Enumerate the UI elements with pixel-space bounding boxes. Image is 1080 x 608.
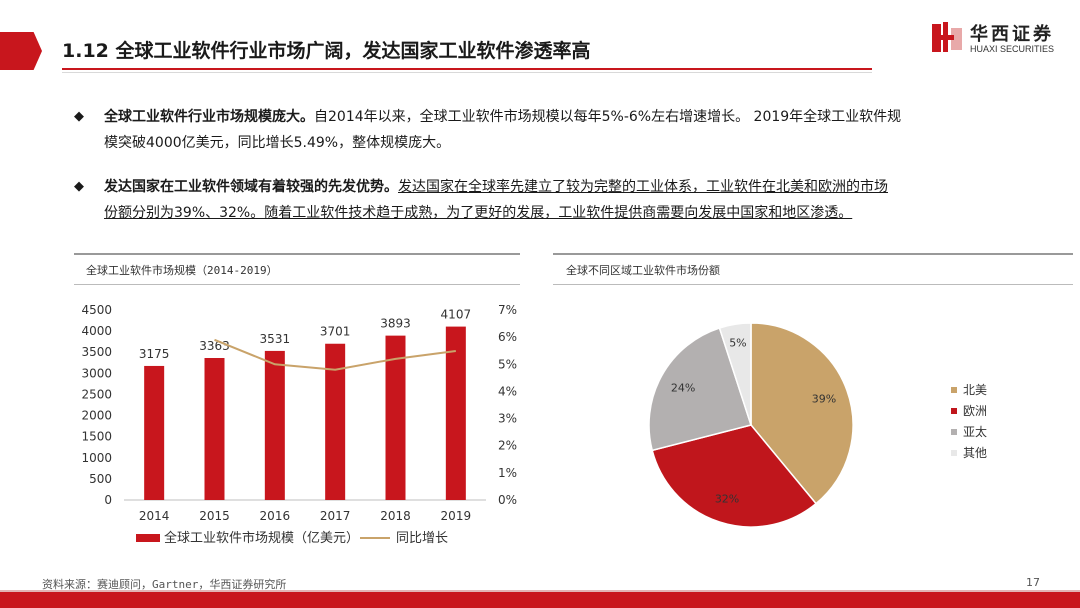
y2-tick-label: 6% (498, 330, 517, 344)
legend-bar-label: 全球工业软件市场规模（亿美元） (164, 530, 359, 546)
pie-data-label: 5% (729, 336, 746, 349)
market-size-chart: 0 500 1000 1500 2000 2500 3000 3500 4000 4500 0% 1%… (81, 303, 517, 546)
bar (264, 350, 285, 500)
source-note: 资料来源：赛迪顾问，Gartner，华西证券研究所 (42, 578, 287, 591)
bar (204, 358, 225, 500)
y-tick-label: 3500 (81, 345, 112, 359)
y2-tick-label: 0% (498, 493, 517, 507)
bullet-body-line1: 自2014年以来，全球工业软件市场规模以每年5%-6%左右增速增长。 2019年… (314, 109, 902, 125)
legend-swatch (951, 429, 957, 435)
right-chart-title: 全球不同区域工业软件市场份额 (566, 264, 720, 277)
x-tick-label: 2018 (380, 509, 411, 523)
diamond-bullet-icon: ◆ (74, 109, 84, 124)
y2-tick-label: 3% (498, 412, 517, 426)
y-tick-label: 2000 (81, 409, 112, 423)
x-tick-label: 2015 (199, 509, 230, 523)
pie-data-label: 32% (715, 493, 739, 506)
legend-line-label: 同比增长 (396, 531, 448, 546)
legend-label: 北美 (963, 383, 987, 397)
footer-divider (0, 590, 1080, 592)
bullet-body-line1: 发达国家在全球率先建立了较为完整的工业体系，工业软件在北美和欧洲的市场 (398, 179, 888, 195)
pie-slice (648, 327, 752, 452)
logo-name-cn: 华西证券 (970, 24, 1054, 45)
y-tick-label: 1000 (81, 451, 112, 465)
title-accent-bar (0, 32, 42, 70)
legend-label: 亚太 (963, 424, 987, 439)
logo-name-en: HUAXI SECURITIES (970, 44, 1055, 54)
bar (144, 365, 165, 500)
pie-slice (718, 322, 752, 426)
page-number: 17 (1026, 576, 1040, 589)
y2-tick-label: 7% (498, 303, 517, 317)
y2-tick-label: 4% (498, 384, 517, 398)
huaxi-logo-icon (932, 22, 962, 52)
left-chart-title: 全球工业软件市场规模（2014-2019） (86, 264, 278, 277)
bullet-text: 发达国家在工业软件领域有着较强的先发优势。发达国家在全球率先建立了较为完整的工业… (104, 174, 994, 226)
x-tick-label: 2016 (260, 509, 291, 523)
y-tick-label: 3000 (81, 366, 112, 380)
bar (445, 326, 466, 500)
right-panel-top-rule (553, 253, 1073, 255)
title-underline (62, 68, 872, 70)
footer-bar (0, 592, 1080, 608)
y-tick-label: 500 (89, 472, 112, 486)
bullet-heading: 发达国家在工业软件领域有着较强的先发优势。 (104, 179, 398, 195)
bullet-market-size: ◆ 全球工业软件行业市场规模庞大。自2014年以来，全球工业软件市场规模以每年5… (74, 104, 1004, 158)
bar-data-label: 3531 (260, 332, 291, 346)
y-tick-label: 2500 (81, 387, 112, 401)
y-tick-label: 1500 (81, 430, 112, 444)
diamond-bullet-icon: ◆ (74, 179, 84, 194)
bar-data-label: 3363 (199, 339, 230, 353)
y-tick-label: 4500 (81, 303, 112, 317)
bar-data-label: 3175 (139, 347, 170, 361)
pie-data-label: 24% (671, 382, 695, 395)
legend-bar-swatch (136, 534, 160, 542)
pie-slice (651, 424, 818, 528)
x-tick-label: 2019 (441, 509, 472, 523)
page-title: 1.12 全球工业软件行业市场广阔，发达国家工业软件渗透率高 (62, 40, 591, 62)
y-tick-label: 4000 (81, 324, 112, 338)
bullet-heading: 全球工业软件行业市场规模庞大。 (104, 109, 314, 125)
bullet-body-line2: 模突破4000亿美元，同比增长5.49%，整体规模庞大。 (104, 135, 451, 151)
bar (385, 335, 406, 500)
legend-swatch (951, 387, 957, 393)
x-tick-label: 2014 (139, 509, 170, 523)
pie-slice (750, 322, 854, 505)
y-tick-label: 0 (104, 493, 112, 507)
legend-swatch (951, 450, 957, 456)
y2-tick-label: 2% (498, 439, 517, 453)
legend-label: 欧洲 (963, 404, 987, 418)
bar-data-label: 3893 (380, 317, 411, 331)
x-tick-label: 2017 (320, 509, 351, 523)
legend-label: 其他 (963, 446, 987, 460)
growth-line (214, 338, 456, 371)
legend-swatch (951, 408, 957, 414)
pie-data-label: 39% (812, 393, 836, 406)
bullet-text: 全球工业软件行业市场规模庞大。自2014年以来，全球工业软件市场规模以每年5%-… (104, 104, 994, 156)
y2-tick-label: 1% (498, 466, 517, 480)
right-panel-sub-rule (553, 284, 1073, 285)
bullet-body-line2: 份额分别为39%、32%。随着工业软件技术趋于成熟，为了更好的发展，工业软件提供… (104, 205, 853, 221)
left-panel-top-rule (74, 253, 520, 255)
bar (325, 343, 346, 500)
title-underline-thin (62, 72, 872, 73)
bullet-developed-countries: ◆ 发达国家在工业软件领域有着较强的先发优势。发达国家在全球率先建立了较为完整的… (74, 174, 1004, 228)
bar-data-label: 4107 (441, 308, 472, 322)
y2-tick-label: 5% (498, 357, 517, 371)
left-panel-sub-rule (74, 284, 520, 285)
bar-data-label: 3701 (320, 325, 351, 339)
